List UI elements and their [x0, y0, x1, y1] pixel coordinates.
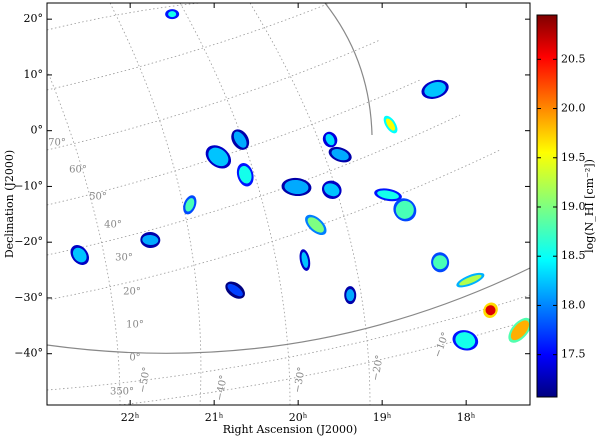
- y-tick-label: −20°: [14, 235, 43, 248]
- x-tick-label: 18ʰ: [457, 411, 476, 424]
- colorbar: [536, 14, 558, 398]
- graticule: [47, 3, 530, 405]
- colorbar-tick-label: 20.5: [561, 52, 586, 65]
- y-axis-label: Declination (J2000): [3, 150, 16, 258]
- graticule-label: −30°: [292, 366, 307, 394]
- hi-cloud-core: [346, 289, 355, 302]
- graticule-label: 0°: [129, 353, 140, 364]
- colorbar-tick-label: 18.0: [561, 298, 586, 311]
- y-tick-label: −10°: [14, 179, 43, 192]
- hi-cloud-core: [227, 283, 243, 297]
- y-tick-label: 10°: [24, 68, 44, 81]
- hi-cloud-core: [307, 217, 324, 233]
- colorbar-tick-label: 20.0: [561, 102, 586, 115]
- hi-cloud-core: [185, 198, 195, 212]
- y-tick-label: −30°: [14, 291, 43, 304]
- hi-cloud-core: [324, 183, 340, 197]
- hi-cloud-core: [284, 179, 309, 195]
- graticule-label: 10°: [126, 320, 144, 331]
- colorbar-tick-label: 19.5: [561, 151, 586, 164]
- graticule-label: 350°: [110, 387, 134, 398]
- hi-cloud-core: [377, 190, 399, 200]
- graticule-label: −40°: [214, 374, 229, 402]
- colorbar-tick-label: 17.5: [561, 348, 586, 361]
- graticule-label: 20°: [123, 287, 141, 298]
- graticule-label: 50°: [89, 192, 107, 203]
- hi-cloud-core: [168, 11, 177, 18]
- hi-cloud-core: [233, 131, 247, 148]
- hi-cloud-core: [385, 118, 396, 131]
- hi-cloud-core: [238, 165, 252, 184]
- hi-cloud-core: [485, 305, 496, 316]
- y-tick-label: 20°: [24, 12, 44, 25]
- hi-cloud-core: [424, 81, 446, 97]
- y-tick-label: −40°: [14, 347, 43, 360]
- colorbar-tick-label: 19.0: [561, 200, 586, 213]
- graticule-label: 30°: [115, 253, 133, 264]
- hi-cloud-core: [208, 147, 229, 167]
- graticule-label: 60°: [69, 165, 87, 176]
- colorbar-tick-label: 18.5: [561, 249, 586, 262]
- colorbar-label: log(N_HI [cm⁻²]): [583, 159, 596, 253]
- hi-cloud-core: [433, 255, 448, 270]
- hi-cloud-core: [510, 320, 530, 341]
- hi-cloud-core: [455, 332, 476, 349]
- hi-cloud-core: [301, 252, 309, 268]
- x-tick-label: 20ʰ: [289, 411, 308, 424]
- hi-cloud-core: [459, 274, 482, 286]
- graticule-label: −20°: [370, 354, 385, 382]
- y-tick-label: 0°: [31, 124, 44, 137]
- x-axis-label: Right Ascension (J2000): [223, 423, 358, 436]
- x-tick-label: 21ʰ: [205, 411, 224, 424]
- graticule-label: 40°: [104, 220, 122, 231]
- x-tick-label: 22ʰ: [121, 411, 140, 424]
- hi-cloud-core: [142, 234, 159, 245]
- hi-cloud-core: [72, 247, 87, 263]
- x-tick-label: 19ʰ: [373, 411, 392, 424]
- plot-frame: [46, 2, 531, 406]
- hi-cloud-core: [325, 133, 335, 146]
- hi-cloud-core: [395, 200, 414, 219]
- graticule-label: 70°: [48, 138, 66, 149]
- graticule-label: −10°: [432, 331, 451, 359]
- hi-cloud-core: [331, 149, 349, 161]
- graticule-label: −50°: [137, 366, 152, 394]
